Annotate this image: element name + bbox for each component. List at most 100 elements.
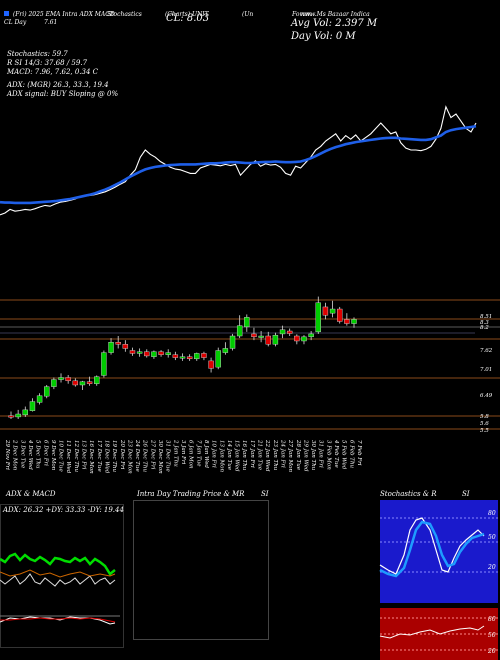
header-row2-left: CL Day bbox=[4, 19, 27, 26]
ema-line bbox=[0, 124, 477, 205]
header-site[interactable]: www.Ms Bazaar Indica bbox=[300, 11, 370, 18]
candle-body bbox=[144, 351, 150, 357]
candle bbox=[286, 328, 293, 336]
candle-body bbox=[351, 319, 357, 324]
candle-body bbox=[151, 351, 157, 357]
candlestick-series bbox=[8, 296, 357, 419]
candle-body bbox=[301, 336, 307, 342]
date-tick-label: 4 Dec Wed bbox=[27, 439, 33, 470]
candle bbox=[165, 349, 171, 358]
stoch-rsi-chart bbox=[379, 500, 498, 660]
date-tick-label: 24 Dec Tue bbox=[134, 439, 140, 472]
day-volume: Day Vol: 0 M bbox=[291, 31, 356, 42]
candle-body bbox=[101, 352, 107, 376]
rsi-tick-80: 80 bbox=[488, 616, 496, 623]
date-tick-label: 22 Jan Wed bbox=[264, 439, 270, 472]
date-tick-label: 29 Nov Fri bbox=[4, 439, 10, 470]
candle-body bbox=[79, 381, 86, 386]
candle bbox=[129, 347, 136, 356]
candle bbox=[58, 373, 64, 383]
header-link-ema[interactable]: EMA Intra bbox=[45, 11, 78, 18]
candle-body bbox=[179, 356, 186, 359]
date-tick-label: 23 Dec Mon bbox=[126, 439, 132, 474]
candle bbox=[315, 296, 321, 334]
candle-body bbox=[337, 308, 343, 322]
date-tick-label: 30 Jan Thu bbox=[310, 440, 316, 471]
stoch-value: Stochastics: 59.7 bbox=[7, 50, 68, 58]
date-tick-label: 3 Dec Tue bbox=[19, 440, 25, 469]
candle-body bbox=[172, 354, 179, 358]
candle bbox=[222, 342, 229, 355]
legend-square-icon bbox=[4, 11, 9, 16]
header-forum[interactable]: Forum bbox=[292, 11, 312, 18]
date-tick-label: 18 Dec Wed bbox=[104, 440, 110, 474]
candle-body bbox=[272, 334, 279, 345]
candle-body bbox=[265, 335, 271, 345]
date-tick-label: 23 Jan Thu bbox=[272, 439, 278, 471]
header-date: (Fri) 2025 bbox=[12, 11, 44, 18]
candle-body bbox=[236, 325, 243, 337]
candle bbox=[337, 306, 343, 324]
candle bbox=[36, 393, 43, 405]
date-tick-label: 7 Jan Tue bbox=[195, 440, 201, 467]
candle bbox=[8, 411, 14, 419]
candle-body bbox=[108, 342, 114, 353]
stoch-tick-80: 80 bbox=[488, 510, 496, 517]
candle-body bbox=[65, 377, 71, 382]
date-tick-label: 2 Dec Mon bbox=[12, 439, 18, 471]
candle bbox=[44, 384, 50, 399]
candle bbox=[279, 325, 286, 339]
date-tick-label: 26 Dec Thu bbox=[142, 439, 148, 472]
candle bbox=[172, 351, 179, 361]
adx-macd-panel: ADX & MACD ADX: 26.32 +DY: 33.33 -DY: 19… bbox=[0, 490, 125, 650]
date-tick-label: 8 Jan Wed bbox=[203, 440, 209, 468]
candle-body bbox=[22, 409, 28, 416]
date-tick-label: 17 Dec Tue bbox=[96, 440, 102, 472]
candle bbox=[344, 313, 350, 326]
candle-body bbox=[36, 395, 43, 403]
candle bbox=[86, 376, 93, 386]
date-axis: 29 Nov Fri 2 Dec Mon 3 Dec Tue 4 Dec Wed 5 D… bbox=[4, 439, 362, 474]
date-tick-label: 7 Feb Fri bbox=[356, 440, 362, 466]
candle-body bbox=[208, 360, 214, 369]
header-link-stoch[interactable]: Stochastics bbox=[107, 11, 142, 18]
candle-body bbox=[86, 381, 93, 384]
candle-body bbox=[258, 335, 264, 338]
adx-panel-values: ADX: 26.32 +DY: 33.33 -DY: 19.44 bbox=[3, 506, 124, 514]
candle-body bbox=[58, 377, 64, 380]
candle bbox=[229, 333, 236, 351]
price-tick-label: 5.8 bbox=[480, 414, 489, 420]
candle-body bbox=[165, 352, 171, 355]
stoch-tick-50: 50 bbox=[488, 534, 496, 541]
candle-body bbox=[244, 317, 250, 328]
candle bbox=[236, 315, 243, 339]
header-link-adx[interactable]: ADX bbox=[79, 11, 93, 18]
date-tick-label: 6 Dec Fri bbox=[42, 440, 48, 466]
date-tick-label: 6 Feb Thu bbox=[348, 440, 354, 468]
candle-body bbox=[251, 333, 257, 338]
date-tick-label: 27 Dec Fri bbox=[149, 439, 155, 470]
candle-body bbox=[201, 353, 207, 358]
header-link-charts[interactable]: (Charts) UNIT bbox=[165, 11, 209, 18]
candle bbox=[258, 331, 264, 343]
main-chart: 8.518.38.2 7.62 7.01 6.49 5.85.65.5 29 Nov F… bbox=[0, 105, 500, 474]
candle-body bbox=[51, 379, 57, 387]
date-tick-label: 29 Jan Wed bbox=[302, 439, 308, 472]
candle-body bbox=[222, 348, 229, 353]
date-tick-label: 31 Jan Fri bbox=[318, 440, 324, 468]
candle bbox=[308, 331, 314, 341]
candle-body bbox=[72, 380, 79, 386]
candle bbox=[151, 350, 157, 359]
rsi-value: R SI 14/3: 37.68 / 59.7 bbox=[7, 59, 88, 67]
date-tick-label: 13 Dec Fri bbox=[81, 440, 87, 470]
price-tick-label: 5.5 bbox=[480, 428, 489, 434]
rsi-tick-50: 50 bbox=[488, 632, 496, 639]
date-tick-label: 5 Feb Wed bbox=[341, 440, 347, 470]
date-tick-label: 17 Jan Fri bbox=[249, 440, 255, 468]
date-tick-label: 13 Jan Mon bbox=[218, 440, 224, 472]
candle-body bbox=[94, 376, 100, 384]
candle bbox=[179, 353, 186, 361]
candle bbox=[244, 314, 250, 332]
date-tick-label: 28 Jan Tue bbox=[295, 439, 301, 471]
header-link-macd[interactable]: MACD bbox=[94, 11, 115, 18]
